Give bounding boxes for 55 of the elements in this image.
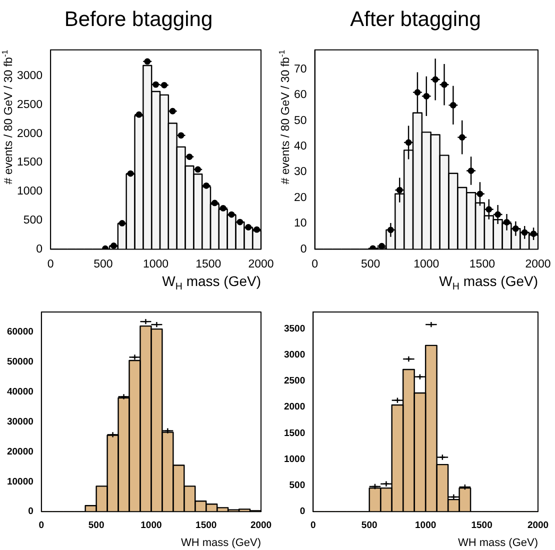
y-tick-label: 0 xyxy=(300,506,306,518)
y-axis-title: # events / 80 GeV / 30 fb-1 xyxy=(0,49,15,184)
x-tick-label: 500 xyxy=(361,520,378,531)
x-tick-label: 1500 xyxy=(469,258,495,270)
x-tick-label: 1500 xyxy=(196,258,222,270)
x-tick-label: 0 xyxy=(310,520,316,531)
y-tick-label: 3000 xyxy=(284,349,306,360)
y-tick-label: 10000 xyxy=(6,476,34,488)
y-tick-label: 50 xyxy=(294,114,307,127)
x-tick-label: 1000 xyxy=(414,258,440,270)
y-tick-label: 40 xyxy=(294,140,307,153)
y-tick-label: 70 xyxy=(294,63,307,76)
x-tick-label: 1000 xyxy=(414,520,436,531)
y-tick-label: 0 xyxy=(300,243,307,256)
y-tick-label: 3500 xyxy=(284,323,306,334)
y-tick-label: 2000 xyxy=(16,128,43,140)
chart-title: Before btagging xyxy=(63,7,214,33)
x-tick-label: 1500 xyxy=(196,520,217,531)
x-tick-label: 2000 xyxy=(250,520,272,531)
x-tick-label: 0 xyxy=(312,258,318,270)
x-axis-title: WH mass (GeV) xyxy=(180,537,262,549)
y-tick-label: 20 xyxy=(294,192,307,204)
y-tick-label: 10 xyxy=(294,218,307,230)
chart-title: After btagging xyxy=(349,7,482,33)
y-axis-title: # events / 80 GeV / 30 fb-1 xyxy=(277,49,292,184)
y-tick-label: 60 xyxy=(294,89,307,102)
y-tick-label: 30000 xyxy=(6,416,34,428)
x-tick-label: 1000 xyxy=(140,520,162,531)
y-tick-label: 500 xyxy=(289,480,306,492)
y-tick-label: 2500 xyxy=(16,98,43,111)
x-axis-title: WH mass (GeV) xyxy=(458,537,538,549)
y-tick-label: 40000 xyxy=(6,386,34,398)
x-tick-label: 500 xyxy=(361,258,380,270)
x-tick-label: 0 xyxy=(47,258,54,270)
y-tick-label: 3000 xyxy=(16,70,43,82)
y-tick-label: 2000 xyxy=(284,402,306,413)
x-tick-label: 1000 xyxy=(142,258,169,270)
y-tick-label: 2500 xyxy=(284,376,306,387)
y-tick-label: 30 xyxy=(294,166,307,178)
y-tick-label: 0 xyxy=(36,243,43,256)
x-tick-label: 2000 xyxy=(248,258,274,270)
y-tick-label: 1500 xyxy=(16,156,43,169)
y-tick-label: 20000 xyxy=(6,446,34,458)
x-tick-label: 2000 xyxy=(527,520,549,531)
x-tick-label: 500 xyxy=(88,520,104,531)
x-tick-label: 1500 xyxy=(471,520,492,531)
y-tick-label: 1500 xyxy=(284,428,306,439)
y-tick-label: 500 xyxy=(23,214,43,226)
y-tick-label: 50000 xyxy=(6,356,34,368)
y-tick-label: 1000 xyxy=(284,454,306,465)
y-tick-label: 1000 xyxy=(16,186,43,198)
y-tick-label: 0 xyxy=(28,506,34,518)
x-tick-label: 500 xyxy=(94,258,113,270)
y-tick-label: 60000 xyxy=(6,326,34,338)
x-tick-label: 2000 xyxy=(525,258,551,270)
